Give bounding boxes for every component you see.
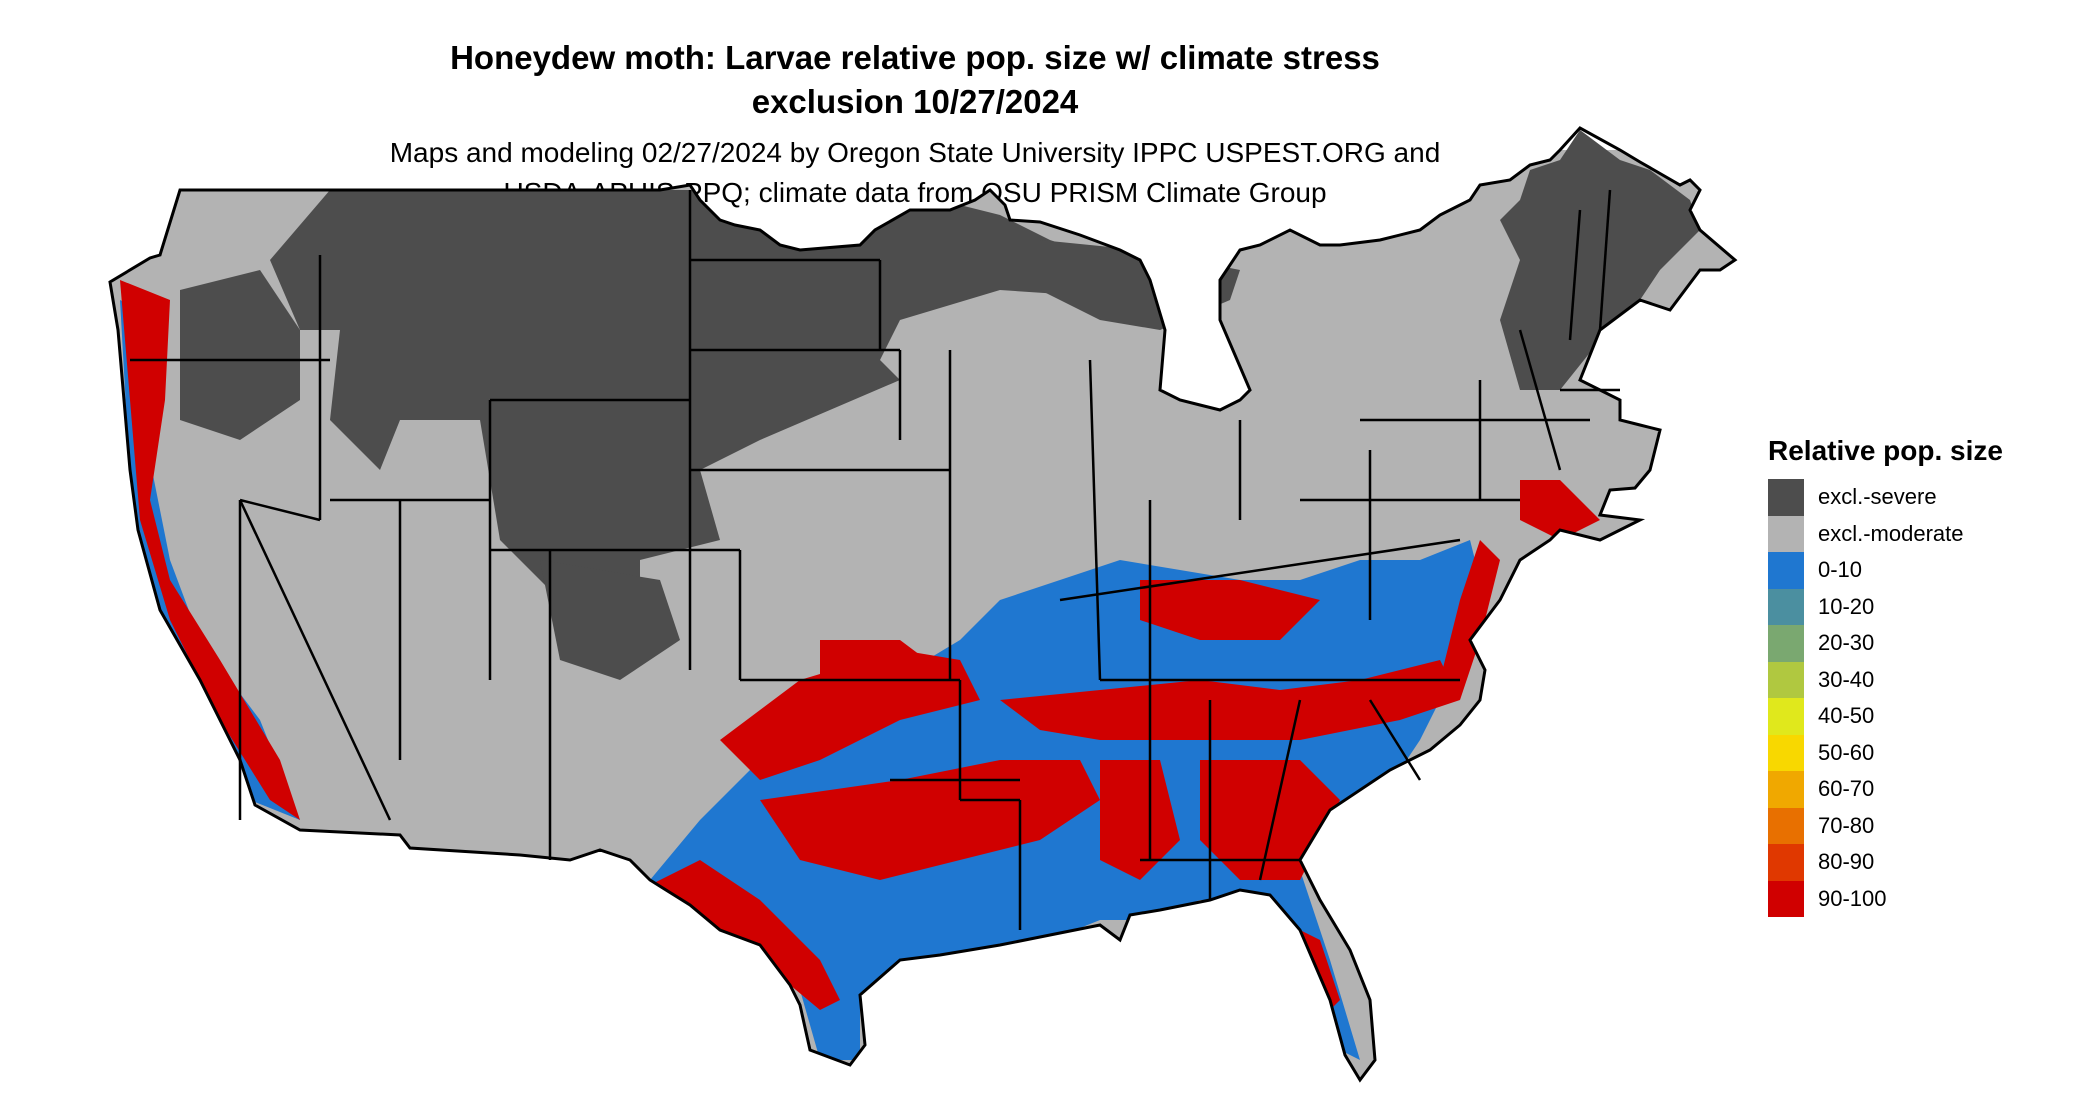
legend-item: 90-100 [1768,880,2078,917]
region-high-west-coast [120,280,300,820]
legend-label: excl.-severe [1818,484,1937,510]
region-high-northeast-coast [1520,480,1600,540]
legend-label: 90-100 [1818,885,1887,911]
legend-swatch [1768,479,1804,516]
state-border [239,498,321,522]
region-high-kentucky [1140,580,1320,640]
legend-label: 60-70 [1818,776,1875,802]
region-high-mississippi [1100,760,1180,880]
legend-item: 0-10 [1768,552,2078,589]
region-high-oklahoma [720,650,980,780]
region-severe-north [270,190,1150,600]
map-title: Honeydew moth: Larvae relative pop. size… [0,36,1830,124]
legend-swatch [1768,588,1804,625]
legend-label: 10-20 [1818,593,1875,619]
region-severe-northeast [1500,130,1700,390]
subtitle-line-1: Maps and modeling 02/27/2024 by Oregon S… [389,137,1441,168]
legend-swatch [1768,807,1804,844]
legend-label: 40-50 [1818,703,1875,729]
region-severe-southwest [540,560,680,680]
legend-swatch [1768,734,1804,771]
state-border [1258,699,1302,881]
title-line-1: Honeydew moth: Larvae relative pop. size… [450,39,1380,76]
legend-swatch [1768,844,1804,881]
legend-swatch [1768,698,1804,735]
state-border [1368,699,1422,781]
legend-item: 60-70 [1768,771,2078,808]
region-severe-oregon [180,270,300,440]
legend-swatch [1768,552,1804,589]
map-layers [110,130,1735,1080]
legend-title: Relative pop. size [1768,435,2003,466]
state-border [1568,209,1582,341]
legend-item: 10-20 [1768,588,2078,625]
region-high-tennessee [1000,660,1460,740]
legend: Relative pop. size excl.-severe excl.-mod… [1768,435,2078,917]
region-high-texas [760,760,1100,880]
legend-label: 20-30 [1818,630,1875,656]
legend-label: 70-80 [1818,812,1875,838]
legend-label: excl.-moderate [1818,520,1964,546]
legend-item: 40-50 [1768,698,2078,735]
legend-item: 20-30 [1768,625,2078,662]
legend-item: 30-40 [1768,661,2078,698]
legend-item: 50-60 [1768,734,2078,771]
legend-item: excl.-moderate [1768,515,2078,552]
legend-items: excl.-severe excl.-moderate 0-10 10-20 20-30… [1768,479,2078,917]
state-border [1059,538,1461,602]
legend-item: 70-80 [1768,807,2078,844]
legend-label: 30-40 [1818,666,1875,692]
title-line-2: exclusion 10/27/2024 [751,83,1079,120]
legend-swatch [1768,771,1804,808]
legend-item: excl.-severe [1768,479,2078,516]
region-high-kansas [820,640,940,690]
legend-item: 80-90 [1768,844,2078,881]
legend-swatch [1768,515,1804,552]
legend-swatch [1768,625,1804,662]
state-border [1088,359,1102,681]
legend-label: 0-10 [1818,557,1863,583]
state-border [1518,329,1562,471]
state-border [1598,189,1612,331]
legend-label: 80-90 [1818,849,1875,875]
state-border [238,499,392,821]
state-borders [108,126,1737,1082]
legend-swatch [1768,661,1804,698]
region-high-carolina-coast [1440,540,1500,700]
legend-swatch [1768,880,1804,917]
legend-label: 50-60 [1818,739,1875,765]
